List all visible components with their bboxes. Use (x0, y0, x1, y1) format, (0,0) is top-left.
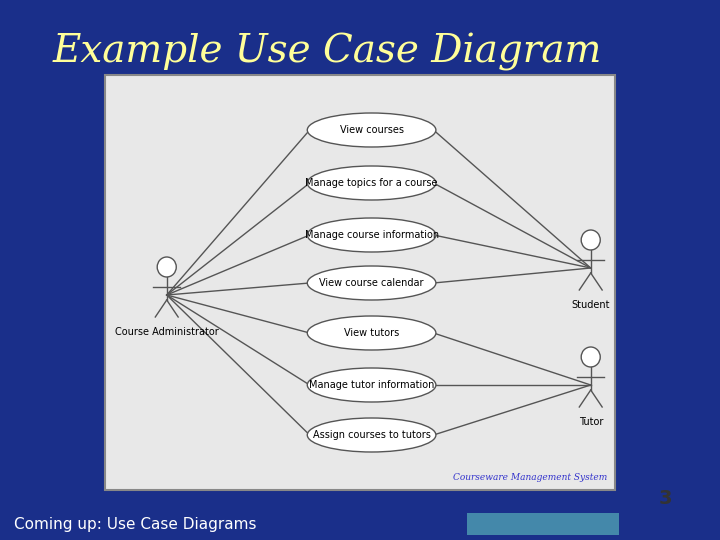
Ellipse shape (307, 218, 436, 252)
Text: Courseware Management System: Courseware Management System (453, 473, 607, 482)
Text: View courses: View courses (340, 125, 404, 135)
Text: Course Administrator: Course Administrator (115, 327, 219, 337)
Text: Student: Student (572, 300, 610, 310)
Bar (467, 513, 619, 535)
Text: Manage course information: Manage course information (305, 230, 438, 240)
Ellipse shape (307, 166, 436, 200)
Ellipse shape (307, 316, 436, 350)
Text: Assign courses to tutors: Assign courses to tutors (312, 430, 431, 440)
Text: View tutors: View tutors (344, 328, 399, 338)
Circle shape (157, 257, 176, 277)
Text: Coming up: Use Case Diagrams: Coming up: Use Case Diagrams (14, 516, 257, 531)
Text: View course calendar: View course calendar (320, 278, 424, 288)
Ellipse shape (307, 266, 436, 300)
Text: Manage topics for a course: Manage topics for a course (305, 178, 438, 188)
Ellipse shape (307, 113, 436, 147)
Text: Tutor: Tutor (579, 417, 603, 427)
Text: Manage tutor information: Manage tutor information (309, 380, 434, 390)
Ellipse shape (307, 368, 436, 402)
Text: 3: 3 (658, 489, 672, 508)
Circle shape (581, 230, 600, 250)
Ellipse shape (307, 418, 436, 452)
Circle shape (581, 347, 600, 367)
Text: Example Use Case Diagram: Example Use Case Diagram (53, 33, 602, 71)
FancyBboxPatch shape (105, 75, 615, 490)
